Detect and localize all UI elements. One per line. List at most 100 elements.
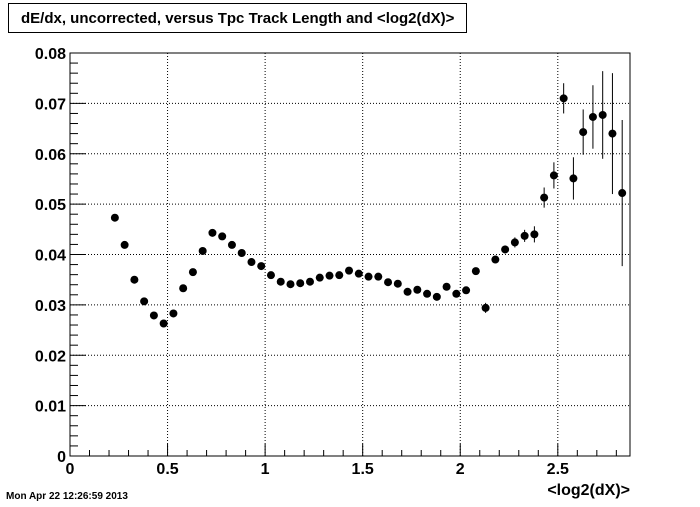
- y-tick-label: 0.06: [35, 147, 66, 164]
- marker: [110, 213, 119, 222]
- data-point: [237, 248, 246, 257]
- data-point: [130, 275, 139, 284]
- data-point: [345, 266, 354, 275]
- data-point: [159, 319, 168, 328]
- data-point: [393, 279, 402, 288]
- data-point: [540, 187, 549, 208]
- marker: [403, 287, 412, 296]
- marker: [218, 232, 227, 241]
- data-point: [442, 282, 451, 291]
- tick-labels: 0 0.5 1 1.5 2 2.5 0 0.01 0.02 0.03 0.04 0.05 0.06 0.0…: [35, 46, 569, 478]
- data-point: [403, 287, 412, 296]
- data-point: [179, 284, 188, 293]
- marker: [208, 228, 217, 237]
- marker: [266, 271, 275, 280]
- x-axis-label: <log2(dX)>: [547, 482, 630, 499]
- data-point: [325, 271, 334, 280]
- data-point: [315, 273, 324, 282]
- grid: [70, 53, 630, 456]
- marker: [179, 284, 188, 293]
- marker: [364, 272, 373, 281]
- data-point: [169, 309, 178, 318]
- y-tick-label: 0.04: [35, 248, 66, 265]
- marker: [198, 246, 207, 255]
- marker: [286, 280, 295, 289]
- x-tick-label: 0: [66, 461, 75, 478]
- chart-title: dE/dx, uncorrected, versus Tpc Track Len…: [8, 3, 468, 33]
- data-point: [140, 297, 149, 306]
- marker: [384, 278, 393, 287]
- data-point: [120, 240, 129, 249]
- x-tick-label: 0.5: [156, 461, 178, 478]
- marker: [588, 112, 597, 121]
- data-point: [510, 237, 519, 248]
- y-tick-label: 0: [57, 449, 66, 466]
- data-point: [432, 292, 441, 301]
- data-point: [374, 272, 383, 281]
- marker: [335, 271, 344, 280]
- marker: [140, 297, 149, 306]
- marker: [315, 273, 324, 282]
- x-tick-label: 1: [261, 461, 270, 478]
- marker: [510, 238, 519, 247]
- marker: [393, 279, 402, 288]
- data-point: [335, 271, 344, 280]
- x-tick-label: 2: [456, 461, 465, 478]
- data-point: [462, 286, 471, 295]
- axis-ticks: [69, 52, 617, 457]
- data-point: [423, 289, 432, 298]
- marker: [306, 277, 314, 286]
- marker: [579, 128, 588, 137]
- data-point: [208, 228, 217, 237]
- data-point: [266, 271, 275, 280]
- marker: [501, 245, 510, 254]
- data-point: [188, 268, 197, 277]
- marker: [432, 292, 441, 301]
- data-point: [286, 280, 295, 289]
- data-point: [618, 119, 627, 267]
- y-tick-label: 0.02: [35, 348, 66, 365]
- marker: [413, 285, 422, 294]
- data-point: [520, 229, 529, 242]
- data-point: [384, 278, 393, 287]
- data-point: [491, 255, 500, 264]
- data-point: [227, 240, 236, 249]
- marker: [345, 266, 354, 275]
- y-tick-label: 0.05: [35, 197, 66, 214]
- x-tick-label: 2.5: [547, 461, 569, 478]
- marker: [569, 174, 578, 183]
- marker: [374, 272, 383, 281]
- data-point: [569, 157, 578, 200]
- marker: [549, 171, 558, 180]
- y-tick-label: 0.07: [35, 96, 66, 113]
- marker: [481, 303, 490, 312]
- marker: [423, 289, 432, 298]
- data-point: [247, 258, 256, 267]
- data-point: [276, 277, 285, 286]
- data-point: [452, 289, 461, 298]
- marker: [169, 309, 178, 318]
- marker: [452, 289, 461, 298]
- data-point: [579, 109, 588, 155]
- marker: [296, 279, 305, 288]
- data-point: [364, 272, 373, 281]
- y-tick-label: 0.08: [35, 46, 66, 63]
- y-tick-label: 0.03: [35, 298, 66, 315]
- x-tick-label: 1.5: [352, 461, 374, 478]
- marker: [520, 231, 529, 240]
- data-point: [481, 302, 490, 313]
- data-point: [559, 83, 568, 114]
- data-points: [110, 71, 627, 328]
- marker: [540, 193, 549, 202]
- marker: [598, 110, 607, 119]
- marker: [130, 275, 139, 284]
- data-point: [198, 246, 207, 255]
- marker: [120, 240, 129, 249]
- data-point: [413, 285, 422, 294]
- data-point: [588, 85, 597, 149]
- marker: [354, 269, 363, 278]
- data-point: [218, 232, 227, 241]
- data-point: [608, 73, 617, 195]
- marker: [442, 282, 451, 291]
